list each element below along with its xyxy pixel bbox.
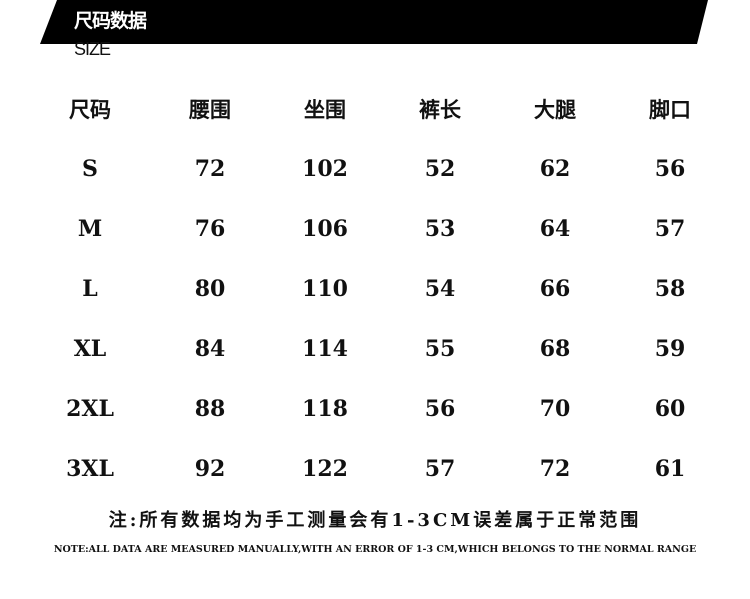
table-cell: 52	[424, 156, 456, 182]
table-cell: 122	[302, 456, 348, 482]
size-label: M	[77, 216, 103, 242]
column-header: 尺码	[69, 98, 111, 122]
table-cell: 92	[194, 456, 226, 482]
table-cell: 57	[654, 216, 686, 242]
table-cell: 62	[539, 156, 571, 182]
table-cell: 66	[539, 276, 571, 302]
table-cell: 72	[539, 456, 571, 482]
size-label: XL	[73, 336, 107, 362]
table-cell: 56	[654, 156, 686, 182]
banner-subtitle: SIZE	[74, 39, 111, 59]
table-cell: 60	[654, 396, 686, 422]
table-cell: 59	[654, 336, 686, 362]
size-label: L	[82, 276, 98, 302]
table-cell: 72	[194, 156, 226, 182]
column-header: 脚口	[649, 98, 691, 122]
table-cell: 80	[194, 276, 226, 302]
table-cell: 61	[654, 456, 686, 482]
table-cell: 54	[424, 276, 456, 302]
table-cell: 88	[194, 396, 226, 422]
size-label: S	[82, 156, 98, 182]
column-header: 大腿	[534, 98, 576, 122]
size-label: 2XL	[66, 396, 114, 422]
table-cell: 102	[302, 156, 348, 182]
table-cell: 68	[539, 336, 571, 362]
size-label: 3XL	[66, 456, 114, 482]
table-cell: 76	[194, 216, 226, 242]
title-banner	[40, 0, 708, 44]
table-cell: 106	[302, 216, 348, 242]
banner-title: 尺码数据	[74, 10, 147, 32]
column-header: 坐围	[304, 98, 346, 122]
table-cell: 118	[302, 396, 348, 422]
table-cell: 110	[302, 276, 348, 302]
table-cell: 84	[194, 336, 226, 362]
column-header: 裤长	[419, 98, 461, 122]
table-cell: 57	[424, 456, 456, 482]
table-cell: 58	[654, 276, 686, 302]
note-chinese: 注:所有数据均为手工测量会有1-3CM误差属于正常范围	[108, 510, 642, 531]
table-cell: 55	[424, 336, 456, 362]
table-cell: 53	[424, 216, 456, 242]
table-cell: 114	[302, 336, 348, 362]
table-cell: 56	[424, 396, 456, 422]
column-header: 腰围	[189, 98, 231, 122]
table-cell: 64	[539, 216, 571, 242]
table-cell: 70	[539, 396, 571, 422]
note-english: NOTE:ALL DATA ARE MEASURED MANUALLY,WITH…	[53, 544, 697, 555]
